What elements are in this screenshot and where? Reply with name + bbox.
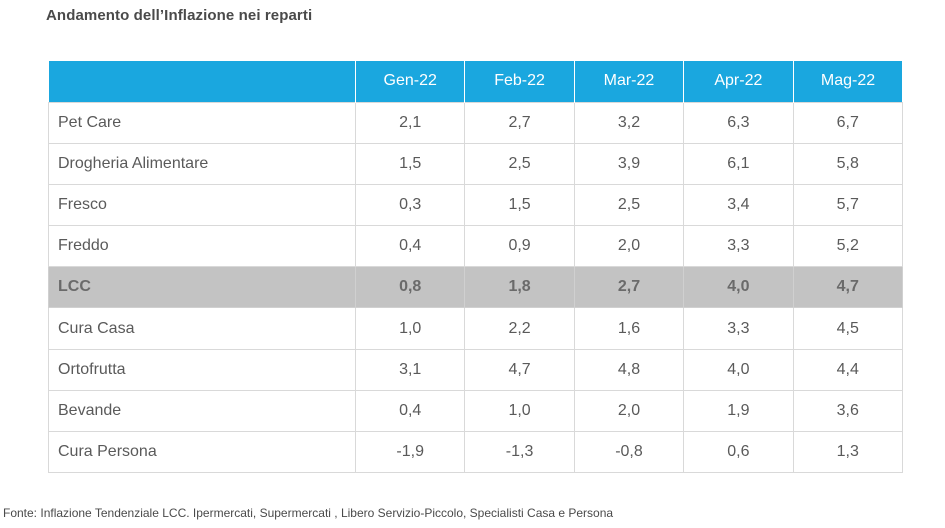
- row-label: Bevande: [48, 389, 356, 433]
- value-cell: 3,4: [683, 183, 794, 227]
- inflation-table: Gen-22 Feb-22 Mar-22 Apr-22 Mag-22 Pet C…: [48, 61, 903, 474]
- value-cell: 4,4: [792, 348, 903, 391]
- value-cell: 0,9: [464, 225, 575, 268]
- value-cell: 4,7: [792, 266, 903, 309]
- table-row: Ortofrutta 3,1 4,7 4,8 4,0 4,4: [48, 348, 903, 391]
- value-cell: -1,9: [354, 430, 466, 474]
- value-cell: 2,2: [464, 307, 575, 350]
- value-cell: 2,7: [573, 266, 685, 309]
- value-cell: 1,8: [464, 266, 575, 309]
- value-cell: 3,2: [573, 101, 685, 144]
- value-cell: 2,0: [573, 389, 685, 433]
- value-cell: 0,6: [683, 430, 794, 474]
- row-label: Freddo: [48, 225, 356, 268]
- value-cell: 1,0: [464, 389, 575, 433]
- value-cell: 2,7: [464, 101, 575, 144]
- column-header: Mag-22: [792, 61, 903, 102]
- value-cell: 3,6: [792, 389, 903, 433]
- row-label: Cura Persona: [48, 430, 356, 474]
- value-cell: 4,0: [683, 348, 794, 391]
- column-header: Gen-22: [354, 61, 465, 102]
- column-header: Feb-22: [464, 61, 575, 102]
- table-row: Pet Care 2,1 2,7 3,2 6,3 6,7: [48, 101, 903, 144]
- table-row: Drogheria Alimentare 1,5 2,5 3,9 6,1 5,8: [48, 142, 903, 185]
- row-label: Pet Care: [48, 101, 356, 144]
- value-cell: 4,8: [573, 348, 685, 391]
- value-cell: 1,3: [792, 430, 903, 474]
- table-row: Bevande 0,4 1,0 2,0 1,9 3,6: [48, 389, 903, 433]
- table-row: Fresco 0,3 1,5 2,5 3,4 5,7: [48, 183, 903, 227]
- value-cell: 3,9: [573, 142, 685, 185]
- value-cell: 3,3: [683, 307, 794, 350]
- column-header: Mar-22: [573, 61, 684, 102]
- table-row: Freddo 0,4 0,9 2,0 3,3 5,2: [48, 225, 903, 268]
- value-cell: 1,9: [683, 389, 794, 433]
- value-cell: 1,6: [573, 307, 685, 350]
- value-cell: 5,8: [792, 142, 903, 185]
- value-cell: 2,5: [464, 142, 575, 185]
- table-row-highlight: LCC 0,8 1,8 2,7 4,0 4,7: [48, 266, 903, 309]
- value-cell: 4,5: [792, 307, 903, 350]
- value-cell: -1,3: [464, 430, 575, 474]
- table-header-row: Gen-22 Feb-22 Mar-22 Apr-22 Mag-22: [48, 61, 903, 102]
- value-cell: 6,1: [683, 142, 794, 185]
- value-cell: -0,8: [573, 430, 685, 474]
- table-body: Pet Care 2,1 2,7 3,2 6,3 6,7 Drogheria Aliment…: [48, 101, 903, 474]
- value-cell: 2,1: [354, 101, 466, 144]
- value-cell: 0,3: [354, 183, 466, 227]
- row-label: Drogheria Alimentare: [48, 142, 356, 185]
- row-label: Ortofrutta: [48, 348, 356, 391]
- value-cell: 5,2: [792, 225, 903, 268]
- row-label: Cura Casa: [48, 307, 356, 350]
- table-row: Cura Casa 1,0 2,2 1,6 3,3 4,5: [48, 307, 903, 350]
- row-label: Fresco: [48, 183, 356, 227]
- header-label-cell: [48, 61, 356, 102]
- value-cell: 1,5: [464, 183, 575, 227]
- value-cell: 5,7: [792, 183, 903, 227]
- value-cell: 0,4: [354, 225, 466, 268]
- value-cell: 4,7: [464, 348, 575, 391]
- value-cell: 6,3: [683, 101, 794, 144]
- value-cell: 2,5: [573, 183, 685, 227]
- row-label: LCC: [48, 266, 356, 309]
- page-title: Andamento dell’Inflazione nei reparti: [46, 7, 313, 24]
- value-cell: 1,0: [354, 307, 466, 350]
- source-footnote: Fonte: Inflazione Tendenziale LCC. Iperm…: [3, 506, 614, 520]
- value-cell: 0,8: [354, 266, 466, 309]
- value-cell: 6,7: [792, 101, 903, 144]
- value-cell: 2,0: [573, 225, 685, 268]
- value-cell: 1,5: [354, 142, 466, 185]
- table-row: Cura Persona -1,9 -1,3 -0,8 0,6 1,3: [48, 430, 903, 474]
- value-cell: 4,0: [683, 266, 794, 309]
- value-cell: 3,1: [354, 348, 466, 391]
- value-cell: 3,3: [683, 225, 794, 268]
- value-cell: 0,4: [354, 389, 466, 433]
- column-header: Apr-22: [683, 61, 794, 102]
